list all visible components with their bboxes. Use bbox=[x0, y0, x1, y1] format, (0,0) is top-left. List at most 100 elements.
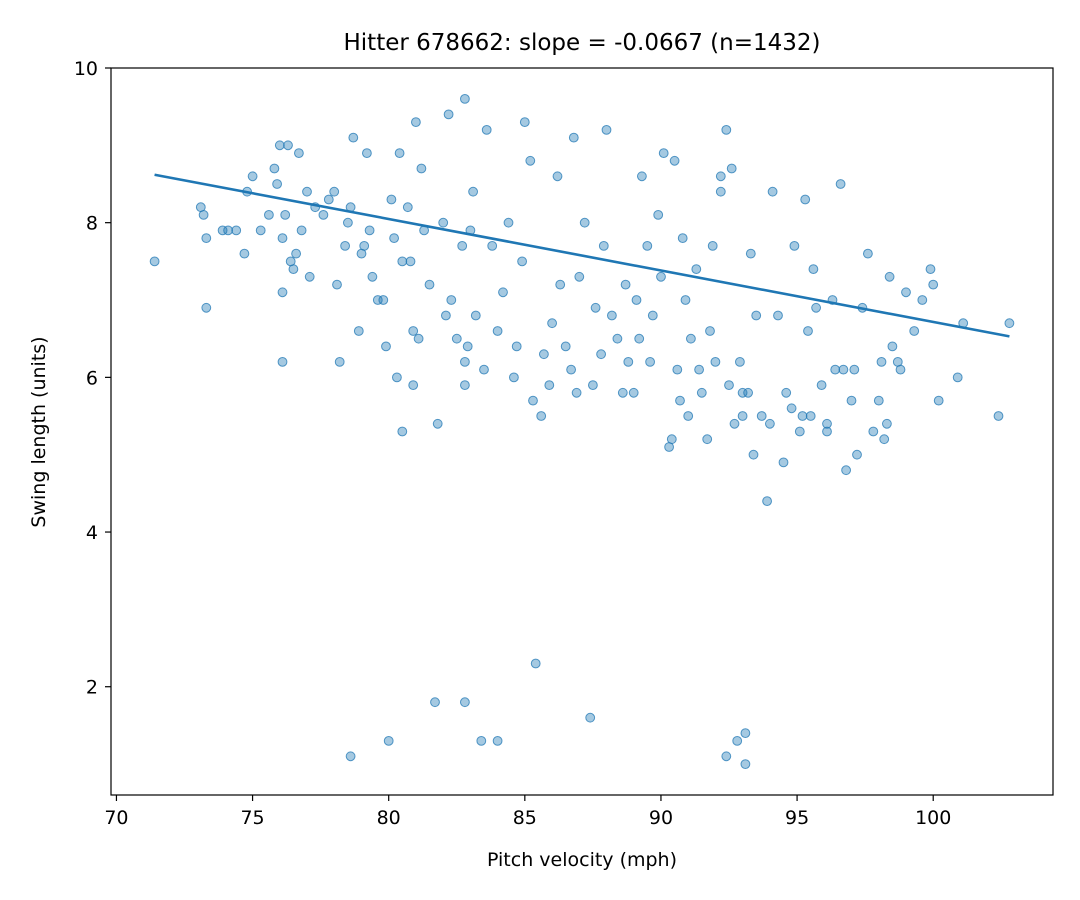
data-point bbox=[623, 357, 634, 367]
data-point bbox=[675, 395, 685, 406]
data-point bbox=[707, 241, 718, 251]
data-point bbox=[277, 233, 288, 244]
data-point bbox=[372, 295, 383, 305]
data-point bbox=[789, 241, 800, 251]
data-point bbox=[917, 295, 928, 305]
data-point bbox=[705, 326, 715, 336]
data-point bbox=[590, 302, 601, 313]
data-point bbox=[264, 210, 274, 220]
data-point bbox=[656, 271, 666, 282]
data-point bbox=[778, 457, 789, 468]
data-point bbox=[408, 326, 419, 336]
data-point bbox=[402, 202, 413, 213]
data-point bbox=[498, 287, 508, 298]
data-point bbox=[517, 256, 527, 267]
data-point bbox=[653, 210, 664, 220]
data-point bbox=[658, 148, 669, 159]
data-point bbox=[364, 225, 375, 236]
data-point bbox=[710, 357, 721, 367]
data-point bbox=[933, 395, 944, 406]
data-point bbox=[460, 357, 470, 367]
data-point bbox=[868, 426, 879, 437]
data-point bbox=[460, 697, 470, 708]
data-point bbox=[392, 372, 402, 383]
data-point bbox=[732, 736, 743, 746]
data-point bbox=[805, 411, 816, 421]
data-point bbox=[468, 186, 479, 197]
data-point bbox=[462, 341, 473, 352]
data-point bbox=[519, 117, 530, 127]
fit-line bbox=[154, 173, 1010, 338]
data-point bbox=[149, 256, 160, 267]
y-tick-label: 10 bbox=[74, 58, 98, 80]
data-point bbox=[628, 387, 639, 398]
data-point bbox=[691, 264, 702, 275]
data-point bbox=[530, 658, 541, 669]
data-point bbox=[751, 310, 762, 321]
data-point bbox=[353, 326, 364, 336]
data-point bbox=[525, 155, 536, 166]
data-point bbox=[451, 333, 462, 344]
x-axis-ticks: 70 75 80 85 90 95 100 bbox=[104, 795, 951, 829]
plot-frame bbox=[110, 67, 1054, 796]
data-point bbox=[715, 171, 726, 182]
data-point bbox=[645, 357, 655, 367]
data-point bbox=[579, 217, 590, 228]
data-point bbox=[901, 287, 911, 298]
data-point bbox=[318, 210, 329, 220]
data-point bbox=[715, 186, 726, 197]
x-tick-label: 75 bbox=[240, 807, 264, 829]
data-point bbox=[397, 426, 408, 437]
data-point bbox=[411, 117, 421, 127]
data-point bbox=[255, 225, 266, 236]
x-tick-label: 70 bbox=[104, 807, 128, 829]
data-point bbox=[547, 318, 557, 329]
data-point bbox=[430, 697, 440, 708]
data-point bbox=[863, 248, 873, 259]
data-point bbox=[724, 380, 734, 391]
chart-title: Hitter 678662: slope = -0.0667 (n=1432) bbox=[343, 30, 820, 56]
data-point bbox=[846, 395, 857, 406]
data-point bbox=[879, 434, 890, 445]
data-point bbox=[800, 194, 811, 205]
data-point bbox=[952, 372, 963, 383]
data-point bbox=[748, 449, 759, 460]
data-point bbox=[696, 387, 707, 398]
data-point bbox=[397, 256, 408, 267]
data-point bbox=[745, 248, 756, 259]
data-point bbox=[503, 217, 514, 228]
data-point bbox=[359, 241, 370, 251]
data-point bbox=[928, 279, 939, 290]
data-point bbox=[620, 279, 631, 290]
data-point bbox=[460, 94, 470, 104]
data-point bbox=[302, 186, 312, 197]
data-point bbox=[835, 179, 846, 189]
data-point bbox=[1004, 318, 1015, 329]
data-point bbox=[822, 426, 832, 437]
data-point bbox=[887, 341, 898, 352]
data-point bbox=[882, 418, 892, 429]
y-tick-label: 8 bbox=[86, 213, 98, 235]
data-point bbox=[323, 194, 334, 205]
data-point bbox=[683, 411, 694, 421]
data-point bbox=[694, 364, 704, 375]
data-point bbox=[794, 426, 805, 437]
data-point bbox=[288, 264, 299, 275]
data-point bbox=[634, 333, 645, 344]
data-point bbox=[296, 225, 307, 236]
data-point bbox=[726, 163, 737, 174]
data-point bbox=[509, 372, 519, 383]
data-point bbox=[479, 364, 489, 375]
data-point bbox=[909, 326, 920, 336]
data-point bbox=[343, 217, 353, 228]
data-point bbox=[277, 357, 288, 367]
data-point bbox=[721, 124, 732, 135]
data-point bbox=[876, 357, 887, 367]
x-axis-label: Pitch velocity (mph) bbox=[487, 849, 677, 871]
data-point bbox=[405, 256, 416, 267]
data-point bbox=[294, 148, 304, 159]
data-point bbox=[680, 295, 691, 305]
data-point bbox=[841, 465, 851, 476]
data-point bbox=[476, 736, 487, 746]
